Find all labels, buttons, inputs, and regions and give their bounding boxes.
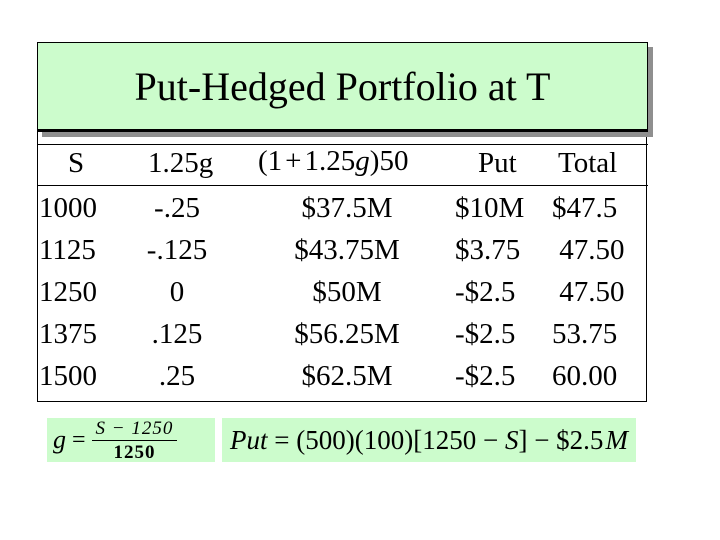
row-4-total: 53.75 [552, 318, 618, 350]
row-3-total: 47.50 [552, 276, 625, 308]
put-formula-var-s: S [504, 424, 519, 455]
row-3-g: 0 [169, 276, 185, 308]
put-definition-formula: Put = (500)(100)[1250 − S] − $2.5M [222, 418, 636, 462]
row-2-g: -.125 [146, 234, 208, 266]
fraction-denominator: 1250 [113, 441, 156, 463]
row-3-put: -$2.5 [455, 276, 516, 308]
row-4-g: .125 [151, 318, 203, 350]
put-formula-lhs: Put [230, 424, 268, 455]
header-portfolio-num: 1.25 [304, 145, 356, 177]
header-total: Total [558, 147, 618, 179]
row-2-put: $3.75 [455, 234, 521, 266]
row-2-portfolio: $43.75M [294, 234, 400, 266]
row-2-total: 47.50 [552, 234, 625, 266]
row-1-g: -.25 [154, 192, 200, 224]
formula-g-variable: g [53, 425, 66, 454]
header-put: Put [478, 147, 517, 179]
header-bottom-divider [37, 185, 648, 186]
header-g: 1.25g [148, 147, 214, 179]
row-3-s: 1250 [39, 276, 97, 308]
header-portfolio-plus: + [285, 145, 302, 177]
row-4-s: 1375 [39, 318, 97, 350]
header-portfolio-close: )50 [369, 145, 409, 177]
header-portfolio-var: g [355, 145, 370, 177]
header-portfolio-open: (1 [258, 145, 283, 177]
row-5-g: .25 [158, 360, 196, 392]
row-2-s: 1125 [39, 234, 96, 266]
row-1-portfolio: $37.5M [301, 192, 393, 224]
title-box: Put-Hedged Portfolio at T [37, 42, 648, 132]
header-s: S [68, 147, 85, 179]
row-4-portfolio: $56.25M [294, 318, 400, 350]
formula-g-fraction: S − 1250 1250 [91, 419, 178, 463]
row-3-portfolio: $50M [312, 276, 382, 308]
formula-g-equals: = [72, 426, 86, 453]
row-1-s: 1000 [39, 192, 97, 224]
fraction-numerator: S − 1250 [91, 419, 178, 441]
row-1-total: $47.5 [552, 192, 618, 224]
g-definition-formula: g = S − 1250 1250 [47, 418, 215, 462]
put-formula-rhs-b: ] − $2.5 [518, 424, 604, 455]
row-5-s: 1500 [39, 360, 97, 392]
put-formula-rhs-a: = (500)(100)[1250 − [267, 424, 505, 455]
put-formula-var-m: M [605, 424, 628, 455]
row-1-put: $10M [455, 192, 525, 224]
header-top-divider [37, 144, 648, 145]
row-5-total: 60.00 [552, 360, 618, 392]
put-formula-text: Put = (500)(100)[1250 − S] − $2.5M [230, 425, 628, 456]
header-portfolio: (1 +1.25g)50 [258, 147, 408, 176]
row-4-put: -$2.5 [455, 318, 516, 350]
row-5-portfolio: $62.5M [301, 360, 393, 392]
slide-title: Put-Hedged Portfolio at T [134, 64, 551, 109]
row-5-put: -$2.5 [455, 360, 516, 392]
